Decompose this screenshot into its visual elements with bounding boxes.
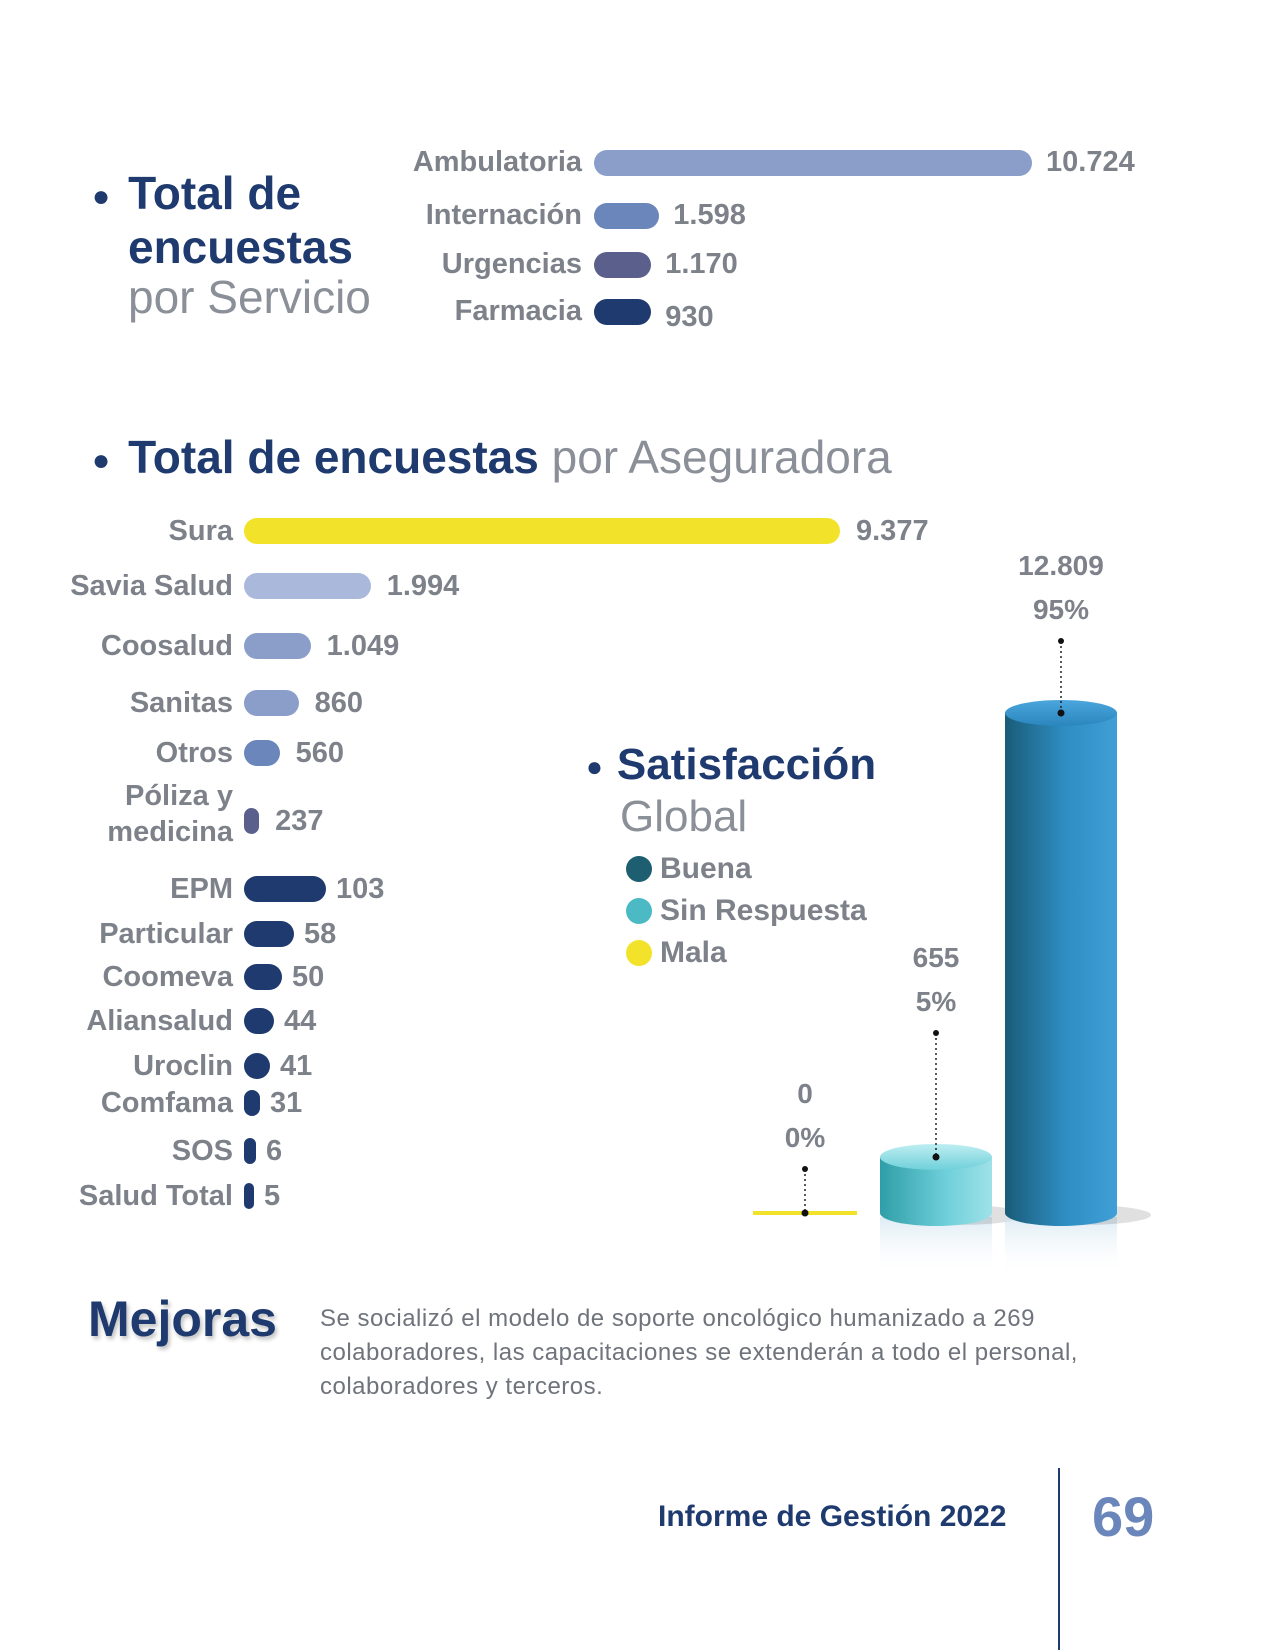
satisfaccion-title-light: Global — [620, 792, 748, 842]
aseguradora-label-sura: Sura — [168, 515, 233, 547]
aseguradora-bar-salud-total — [244, 1183, 254, 1209]
servicio-value-ambulatoria: 10.724 — [1046, 146, 1135, 178]
aseguradora-label-otros: Otros — [155, 737, 233, 769]
servicio-value-farmacia: 930 — [665, 301, 714, 333]
satisfaccion-leader-dot-bottom-mala — [801, 1209, 809, 1217]
satisfaccion-leader-dot-top-sin-respuesta — [933, 1030, 939, 1036]
aseguradora-value-sura: 9.377 — [856, 515, 929, 547]
servicio-bar-urgencias — [594, 252, 652, 278]
aseguradora-label-comfama: Comfama — [100, 1087, 233, 1119]
mejoras-title: Mejoras — [88, 1291, 277, 1347]
legend-label-mala: Mala — [660, 936, 727, 969]
aseguradora-value-salud-total: 5 — [264, 1180, 281, 1212]
aseguradora-label-coosalud: Coosalud — [100, 630, 233, 662]
aseguradora-value-uroclin: 41 — [280, 1050, 313, 1082]
aseguradora-bar-otros — [244, 740, 280, 766]
footer-report: Informe de Gestión 2022 — [658, 1500, 1007, 1533]
aseguradora-value-coosalud: 1.049 — [326, 630, 400, 662]
aseguradora-bar-aliansalud — [244, 1008, 274, 1034]
satisfaccion-percent-buena: 95% — [1033, 594, 1089, 625]
aseguradora-value-sos: 6 — [266, 1135, 283, 1167]
mejoras-text: Se socializó el modelo de soporte oncoló… — [320, 1305, 1078, 1400]
satisfaccion-percent-sin-respuesta: 5% — [916, 986, 957, 1017]
servicio-title-bold-line2: encuestas — [128, 220, 354, 273]
aseguradora-label-uroclin: Uroclin — [133, 1050, 233, 1082]
legend-dot-mala — [626, 940, 652, 966]
servicio-bar-ambulatoria — [594, 150, 1032, 176]
bullet-icon: ● — [92, 443, 111, 477]
servicio-title-bold-line1: Total de — [128, 167, 302, 219]
satisfaccion-reflection-sin-respuesta — [880, 1217, 992, 1277]
bullet-icon: ● — [586, 751, 603, 783]
aseguradora-bar-poliza-y-medicina — [244, 808, 260, 834]
servicio-title: ● Total de encuestas por Servicio — [92, 168, 371, 322]
servicio-label-urgencias: Urgencias — [441, 248, 582, 280]
satisfaccion-bar-buena — [1005, 713, 1117, 1226]
aseguradora-bar-savia-salud — [244, 573, 371, 599]
satisfaccion-percent-mala: 0% — [785, 1122, 826, 1153]
satisfaccion-value-mala: 0 — [797, 1078, 813, 1109]
satisfaccion-leader-dot-bottom-sin-respuesta — [932, 1153, 940, 1161]
aseguradora-value-comfama: 31 — [270, 1087, 303, 1119]
aseguradora-bar-coosalud — [244, 633, 311, 659]
legend-label-buena: Buena — [660, 852, 752, 885]
aseguradora-title-light: por Aseguradora — [551, 431, 892, 483]
servicio-bar-internacion — [594, 203, 660, 229]
servicio-label-farmacia: Farmacia — [454, 295, 582, 327]
servicio-title-light: por Servicio — [128, 270, 371, 323]
satisfaccion-reflection-buena — [1005, 1217, 1117, 1277]
satisfaccion-value-buena: 12.809 — [1018, 550, 1104, 581]
satisfaccion-title-bold: Satisfacción — [616, 740, 877, 789]
aseguradora-value-otros: 560 — [295, 737, 344, 769]
aseguradora-value-savia-salud: 1.994 — [386, 570, 460, 602]
aseguradora-bar-coomeva — [244, 964, 282, 990]
aseguradora-bar-sanitas — [244, 690, 299, 716]
aseguradora-value-epm: 103 — [336, 873, 385, 905]
aseguradora-bar-comfama — [244, 1090, 260, 1116]
legend-dot-sin-respuesta — [626, 898, 652, 924]
servicio-bar-farmacia — [594, 299, 652, 325]
aseguradora-label-sos: SOS — [171, 1135, 233, 1167]
satisfaccion-leader-dot-bottom-buena — [1057, 709, 1065, 717]
satisfaccion-leader-dot-top-mala — [802, 1166, 808, 1172]
satisfaccion-value-sin-respuesta: 655 — [913, 942, 960, 973]
aseguradora-label-poliza-y-medicina: Póliza y medicina — [107, 780, 233, 848]
aseguradora-label-epm: EPM — [170, 873, 233, 905]
aseguradora-bar-sura — [244, 518, 840, 544]
aseguradora-value-aliansalud: 44 — [284, 1005, 317, 1037]
aseguradora-label-coomeva: Coomeva — [102, 961, 233, 993]
aseguradora-value-sanitas: 860 — [314, 687, 364, 719]
aseguradora-value-particular: 58 — [304, 918, 337, 950]
servicio-value-internacion: 1.598 — [673, 199, 746, 231]
servicio-label-ambulatoria: Ambulatoria — [412, 146, 582, 178]
satisfaccion-leader-dot-top-buena — [1058, 638, 1064, 644]
aseguradora-label-savia-salud: Savia Salud — [70, 570, 233, 602]
aseguradora-label-salud-total: Salud Total — [78, 1180, 233, 1212]
servicio-label-internacion: Internación — [425, 199, 582, 231]
legend-label-sin-respuesta: Sin Respuesta — [660, 894, 867, 927]
satisfaccion-title: ● Satisfacción Global — [586, 740, 876, 842]
aseguradora-title: ● Total de encuestas por Aseguradora — [92, 430, 892, 484]
aseguradora-bar-epm — [244, 876, 326, 902]
aseguradora-bar-uroclin — [244, 1053, 270, 1079]
aseguradora-label-particular: Particular — [99, 918, 233, 950]
aseguradora-bar-sos — [244, 1138, 256, 1164]
aseguradora-label-aliansalud: Aliansalud — [86, 1005, 233, 1037]
servicio-value-urgencias: 1.170 — [665, 248, 738, 280]
aseguradora-bar-particular — [244, 921, 294, 947]
aseguradora-value-poliza-y-medicina: 237 — [275, 805, 324, 837]
page-number: 69 — [1092, 1485, 1155, 1548]
aseguradora-title-bold: Total de encuestas — [128, 431, 539, 483]
satisfaccion-bar-sin-respuesta — [880, 1157, 992, 1226]
footer-divider — [1058, 1468, 1060, 1650]
aseguradora-value-coomeva: 50 — [292, 961, 325, 993]
bullet-icon: ● — [92, 179, 111, 213]
legend-dot-buena — [626, 856, 652, 882]
aseguradora-label-sanitas: Sanitas — [129, 687, 233, 719]
